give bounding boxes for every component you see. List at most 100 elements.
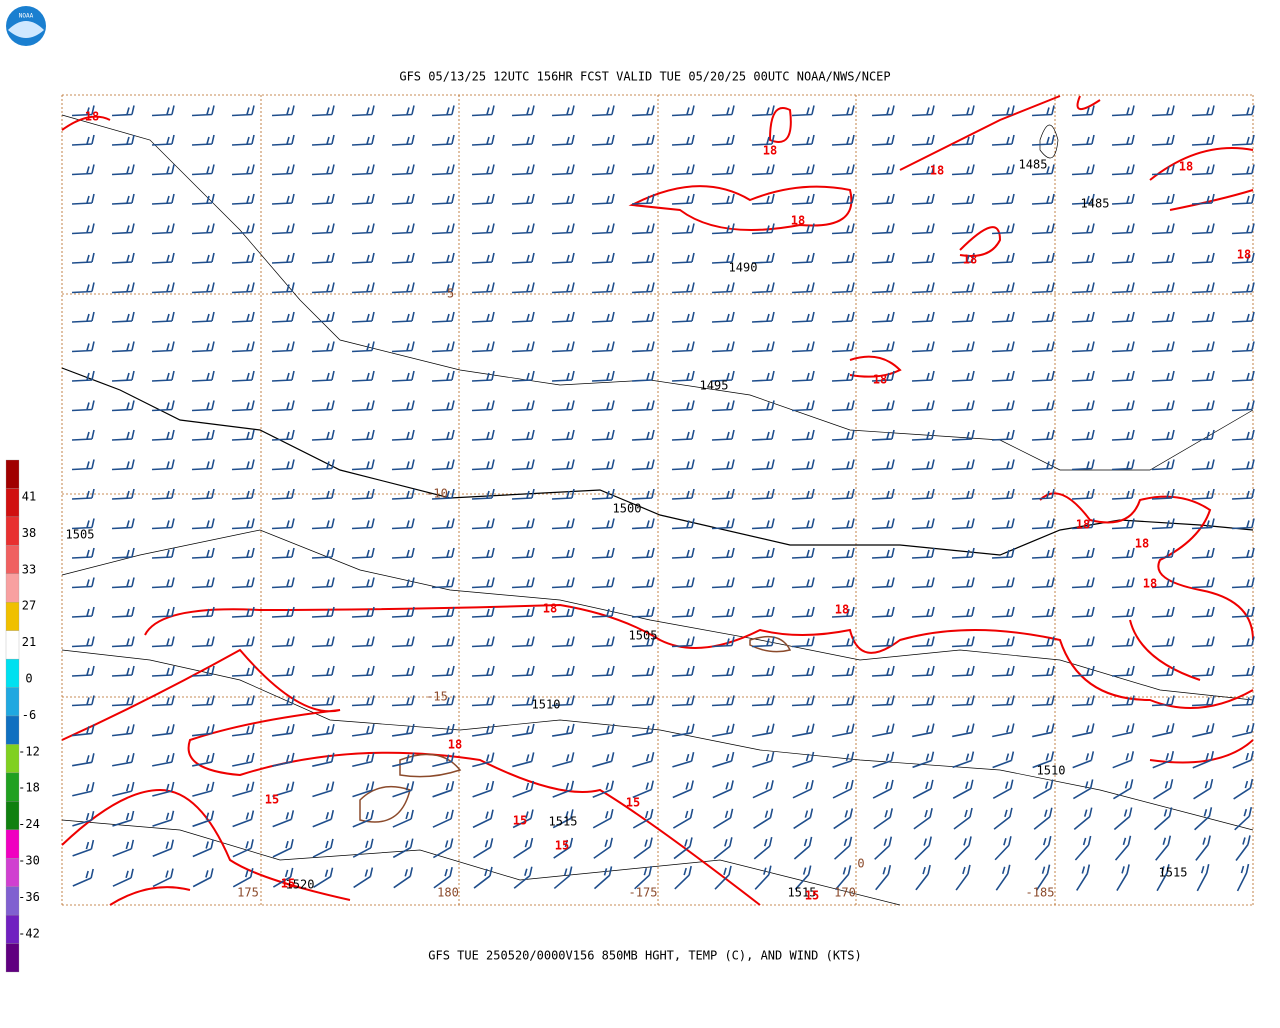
wind-barb: [871, 282, 895, 294]
wind-barb: [1114, 835, 1132, 861]
wind-barb: [351, 193, 375, 205]
temp-contours: [61, 95, 1254, 906]
wind-barb: [432, 781, 455, 798]
wind-barb: [871, 636, 895, 648]
wind-barb: [512, 809, 534, 829]
wind-barb: [1231, 400, 1255, 412]
wind-barb: [471, 134, 495, 146]
wind-barb: [391, 105, 415, 117]
wind-barb: [871, 311, 895, 323]
wind-barb: [111, 665, 135, 677]
wind-barb: [71, 370, 95, 382]
wind-barb: [352, 752, 375, 768]
temp-contour: [1149, 739, 1254, 764]
wind-barb: [71, 252, 95, 264]
height-label: 1500: [613, 502, 642, 516]
wind-barb: [393, 867, 414, 889]
temp-contour: [959, 226, 1002, 257]
wind-barb: [1071, 606, 1095, 618]
wind-barb: [991, 606, 1015, 618]
wind-barb: [951, 577, 975, 589]
wind-barb: [631, 429, 655, 441]
wind-barb: [1192, 750, 1215, 769]
wind-barb: [751, 488, 775, 500]
wind-barb: [1191, 370, 1215, 382]
wind-barb: [915, 864, 931, 891]
wind-barb: [831, 606, 855, 618]
wind-barb: [431, 577, 455, 589]
wind-barb: [151, 400, 175, 412]
legend-swatch: [5, 630, 20, 660]
wind-barb: [311, 459, 335, 471]
wind-barb: [911, 223, 935, 235]
wind-barb: [71, 547, 95, 559]
wind-barb: [834, 836, 853, 860]
wind-barb: [871, 547, 895, 559]
wind-barb: [191, 636, 215, 648]
wind-barb: [191, 547, 215, 559]
wind-barb: [591, 488, 615, 500]
wind-barb: [911, 695, 935, 707]
wind-barb: [1233, 778, 1254, 800]
wind-barb: [1153, 807, 1173, 831]
wind-barb: [991, 665, 1015, 677]
wind-barb: [791, 636, 815, 648]
wind-barb: [231, 665, 255, 677]
wind-barb: [431, 311, 455, 323]
wind-barb: [71, 518, 95, 530]
wind-barb: [272, 781, 295, 798]
height-contours: [61, 367, 1254, 556]
wind-barb: [1231, 606, 1255, 618]
wind-barb: [1031, 223, 1055, 235]
wind-barb: [1231, 134, 1255, 146]
wind-barb: [551, 695, 575, 707]
wind-barb: [351, 105, 375, 117]
wind-barb: [71, 311, 95, 323]
wind-barb: [552, 809, 574, 829]
wind-barb: [1191, 341, 1215, 353]
wind-barb: [871, 695, 895, 707]
wind-barb: [1152, 723, 1175, 738]
wind-barb: [231, 341, 255, 353]
wind-barb: [1151, 223, 1175, 235]
wind-barb: [991, 429, 1015, 441]
legend-label: 21: [22, 635, 36, 649]
wind-barb: [991, 105, 1015, 117]
wind-barb: [634, 866, 653, 890]
wind-barb: [911, 577, 935, 589]
wind-barb: [551, 134, 575, 146]
wind-barb: [831, 193, 855, 205]
wind-barb: [433, 866, 453, 889]
wind-barb: [551, 488, 575, 500]
wind-barb: [1031, 547, 1055, 559]
wind-barb: [1111, 518, 1135, 530]
wind-barb: [794, 865, 812, 890]
wind-barb: [831, 429, 855, 441]
wind-barb: [593, 837, 613, 859]
wind-barb: [791, 370, 815, 382]
wind-barb: [271, 105, 295, 117]
wind-barb: [553, 837, 574, 859]
wind-barb: [711, 105, 735, 117]
wind-barb: [1231, 105, 1255, 117]
wind-barb: [71, 105, 95, 117]
wind-barb: [911, 429, 935, 441]
wind-barb: [671, 252, 695, 264]
wind-barb: [232, 867, 254, 888]
wind-barb: [791, 164, 815, 176]
height-label: 1495: [700, 379, 729, 393]
wind-barb: [231, 577, 255, 589]
wind-barb: [671, 606, 695, 618]
island: [359, 635, 792, 823]
wind-barb: [231, 134, 255, 146]
wind-barb: [192, 752, 215, 767]
wind-barb: [111, 488, 135, 500]
wind-barb: [1111, 282, 1135, 294]
wind-barb: [191, 724, 215, 737]
wind-barb: [391, 723, 415, 737]
wind-barb: [671, 105, 695, 117]
wind-barb: [351, 311, 375, 323]
wind-barb: [592, 723, 615, 737]
wind-barb: [831, 488, 855, 500]
wind-barb: [752, 723, 775, 738]
